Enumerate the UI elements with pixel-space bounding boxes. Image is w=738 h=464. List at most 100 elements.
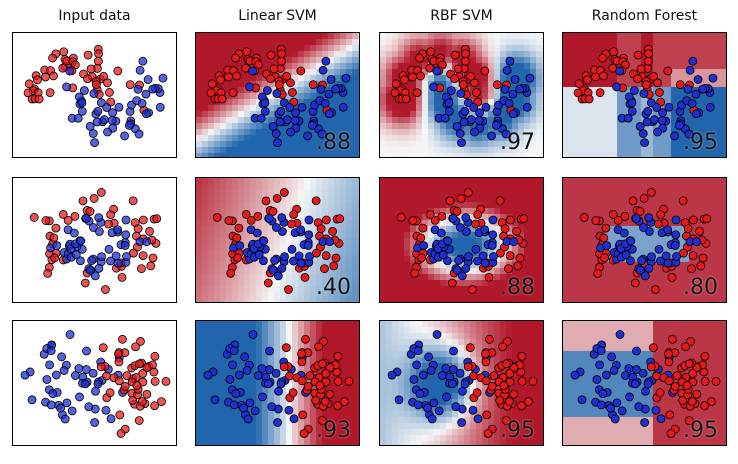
point-red xyxy=(134,416,144,425)
point-red xyxy=(702,214,712,224)
surface-cell xyxy=(470,147,477,154)
surface-cell xyxy=(226,129,233,136)
surface-cell xyxy=(196,411,203,418)
surface-cell xyxy=(352,87,359,94)
point-blue xyxy=(296,258,306,268)
surface-cell xyxy=(298,190,305,197)
surface-cell xyxy=(494,226,501,233)
surface-cell xyxy=(653,39,660,46)
surface-cell xyxy=(346,339,353,346)
surface-cell xyxy=(244,381,251,388)
surface-cell xyxy=(196,45,203,52)
surface-cell xyxy=(683,298,690,302)
surface-cell xyxy=(569,238,576,245)
surface-cell xyxy=(214,190,221,197)
surface-cell xyxy=(292,39,299,46)
surface-cell xyxy=(659,250,666,257)
point-blue xyxy=(459,117,469,127)
surface-cell xyxy=(346,33,353,40)
surface-cell xyxy=(665,178,672,185)
surface-cell xyxy=(352,280,359,287)
point-blue xyxy=(268,122,278,131)
surface-cell xyxy=(524,135,531,142)
point-red xyxy=(228,88,238,98)
point-blue xyxy=(92,117,102,127)
surface-cell xyxy=(593,87,600,94)
point-red xyxy=(128,396,138,405)
surface-cell xyxy=(494,69,501,76)
surface-cell xyxy=(322,141,329,148)
surface-cell xyxy=(286,69,293,76)
surface-cell xyxy=(593,45,600,52)
surface-cell xyxy=(605,33,612,40)
point-blue xyxy=(297,102,307,112)
surface-cell xyxy=(220,363,227,370)
surface-cell xyxy=(434,190,441,197)
surface-cell xyxy=(665,135,672,142)
surface-cell xyxy=(518,57,525,64)
surface-cell xyxy=(328,153,335,157)
surface-cell xyxy=(416,117,423,124)
surface-cell xyxy=(446,202,453,209)
plot-moons-1 xyxy=(196,33,359,157)
point-red xyxy=(150,377,160,386)
surface-cell xyxy=(524,298,531,302)
surface-cell xyxy=(512,39,519,46)
surface-cell xyxy=(250,153,257,157)
surface-cell xyxy=(581,147,588,154)
surface-cell xyxy=(599,117,606,124)
surface-cell xyxy=(605,129,612,136)
point-red xyxy=(246,215,256,225)
surface-cell xyxy=(695,141,702,148)
surface-cell xyxy=(346,208,353,215)
surface-cell xyxy=(398,286,405,293)
surface-cell xyxy=(310,256,317,263)
surface-cell xyxy=(575,51,582,58)
plot-moons-3 xyxy=(563,33,726,157)
surface-cell xyxy=(464,147,471,154)
point-red xyxy=(595,88,605,98)
surface-cell xyxy=(196,357,203,364)
surface-cell xyxy=(238,178,245,185)
surface-cell xyxy=(422,33,429,40)
surface-cell xyxy=(464,153,471,157)
surface-cell xyxy=(683,33,690,40)
surface-cell xyxy=(196,250,203,257)
surface-cell xyxy=(244,129,251,136)
surface-cell xyxy=(623,190,630,197)
point-red xyxy=(574,79,584,89)
surface-cell xyxy=(593,93,600,100)
point-red xyxy=(633,50,643,60)
surface-cell xyxy=(659,292,666,299)
surface-cell xyxy=(202,429,209,436)
surface-cell xyxy=(196,327,203,334)
point-red xyxy=(83,50,93,60)
surface-cell xyxy=(422,280,429,287)
surface-cell xyxy=(398,220,405,227)
surface-cell xyxy=(298,214,305,221)
surface-cell xyxy=(214,63,221,70)
surface-cell xyxy=(214,351,221,358)
surface-cell xyxy=(310,298,317,302)
surface-cell xyxy=(322,244,329,251)
surface-cell xyxy=(208,381,215,388)
surface-cell xyxy=(695,153,702,157)
surface-cell xyxy=(518,51,525,58)
surface-cell xyxy=(524,45,531,52)
surface-cell xyxy=(476,147,483,154)
surface-cell xyxy=(244,238,251,245)
surface-cell xyxy=(524,39,531,46)
surface-cell xyxy=(208,280,215,287)
surface-cell xyxy=(244,135,251,142)
point-blue xyxy=(649,115,659,124)
surface-cell xyxy=(238,57,245,64)
surface-cell xyxy=(719,214,726,221)
surface-cell xyxy=(707,45,714,52)
surface-cell xyxy=(422,135,429,142)
point-blue xyxy=(691,109,701,119)
surface-cell xyxy=(512,33,519,40)
surface-cell xyxy=(220,274,227,281)
surface-cell xyxy=(599,298,606,302)
surface-cell xyxy=(286,321,293,328)
point-red xyxy=(114,349,123,359)
